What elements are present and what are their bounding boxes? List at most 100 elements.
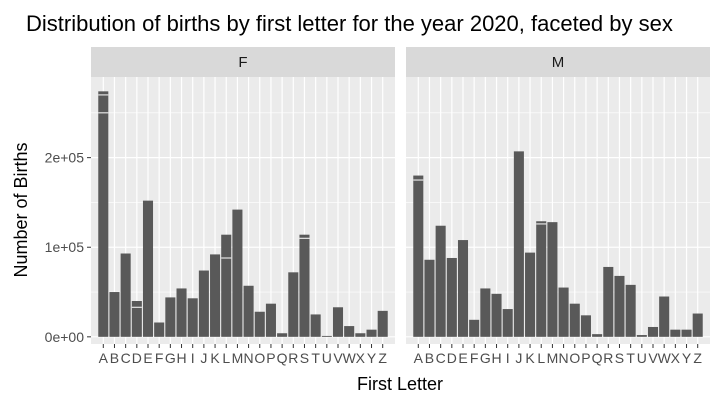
bar-f-b [109,292,120,337]
facet-strip-m [406,47,710,77]
bars-m [413,151,703,337]
chart-title: Distribution of births by first letter f… [26,11,673,36]
x-tick-label: K [525,350,535,366]
panel-background-f [91,77,395,344]
bar-m-i [502,309,513,337]
bar-m-n [558,287,569,337]
y-tick-label: 2e+05 [45,150,85,166]
x-tick-label: F [470,350,479,366]
x-tick-label: X [356,350,366,366]
bar-f-a [98,91,109,337]
bar-f-j [198,270,209,337]
bar-m-y [681,329,692,337]
bar-m-h [491,293,502,337]
x-tick-label: O [254,350,265,366]
x-tick-label: P [581,350,590,366]
bar-f-h [176,288,187,337]
x-axis-title: First Letter [357,374,443,394]
bar-m-o [569,303,580,337]
x-tick-label: S [615,350,624,366]
bar-f-p [265,303,276,337]
x-tick-label: H [176,350,186,366]
bar-f-c [120,253,131,337]
bars-f [98,91,388,337]
bar-m-z [692,313,703,337]
x-tick-label: R [603,350,613,366]
x-tick-label: Q [277,350,288,366]
facet-strip-f [91,47,395,77]
bar-m-q [592,334,603,337]
x-tick-label: E [143,350,152,366]
x-tick-label: D [132,350,142,366]
bar-f-l [221,234,232,337]
x-tick-label: G [480,350,491,366]
x-tick-label: J [200,350,207,366]
bar-m-l [536,221,547,337]
x-tick-label: W [658,350,672,366]
bar-f-w [344,326,355,337]
x-tick-label: G [165,350,176,366]
x-tick-label: U [322,350,332,366]
bar-f-n [243,285,254,337]
bar-m-g [480,288,491,337]
bar-m-v [647,326,659,337]
x-tick-label: K [210,350,220,366]
x-tick-label: L [222,350,230,366]
x-tick-label: A [99,350,109,366]
x-tick-label: U [637,350,647,366]
y-axis: 0e+00 1e+05 2e+05 [45,150,91,345]
x-tick-label: O [569,350,580,366]
bar-f-u [321,335,332,337]
facet-m: M [406,47,710,344]
x-tick-label: R [288,350,298,366]
x-tick-label: A [414,350,424,366]
bar-m-t [625,284,636,337]
bar-m-r [603,266,614,337]
bar-m-s [614,275,625,337]
x-tick-label: X [671,350,681,366]
facet-label-f: F [238,54,247,71]
bar-f-d [131,300,142,337]
x-tick-label: Z [378,350,387,366]
bar-f-i [187,298,198,337]
bar-f-q [277,333,288,337]
x-tick-label: M [232,350,244,366]
x-tick-label: Q [592,350,603,366]
x-tick-label: H [491,350,501,366]
bar-m-k [525,252,536,337]
x-tick-label: L [537,350,545,366]
bar-f-k [210,254,221,337]
x-tick-label: C [436,350,446,366]
x-tick-label: T [311,350,320,366]
x-tick-label: M [547,350,559,366]
x-tick-label: B [425,350,434,366]
bar-f-s [299,234,310,337]
y-tick-label: 0e+00 [45,329,85,345]
bar-m-x [670,329,681,337]
facet-label-m: M [552,54,565,71]
bar-m-b [424,259,435,337]
bar-m-m [547,222,558,337]
x-tick-label: F [155,350,164,366]
x-tick-label: E [458,350,467,366]
bar-f-r [288,272,299,337]
x-tick-label: Z [693,350,702,366]
x-tick-label: W [343,350,357,366]
x-tick-label: C [121,350,131,366]
x-tick-label: V [333,350,343,366]
bar-m-e [457,240,469,337]
bar-m-u [636,335,647,337]
x-tick-label: I [506,350,510,366]
facet-f: F [91,47,395,344]
bar-m-j [513,151,524,337]
x-tick-label: B [110,350,119,366]
x-tick-label: J [515,350,522,366]
bar-f-f [154,322,165,337]
x-tick-label: N [559,350,569,366]
bar-m-p [580,315,591,337]
bar-m-a [413,175,424,337]
bar-f-v [332,307,344,337]
